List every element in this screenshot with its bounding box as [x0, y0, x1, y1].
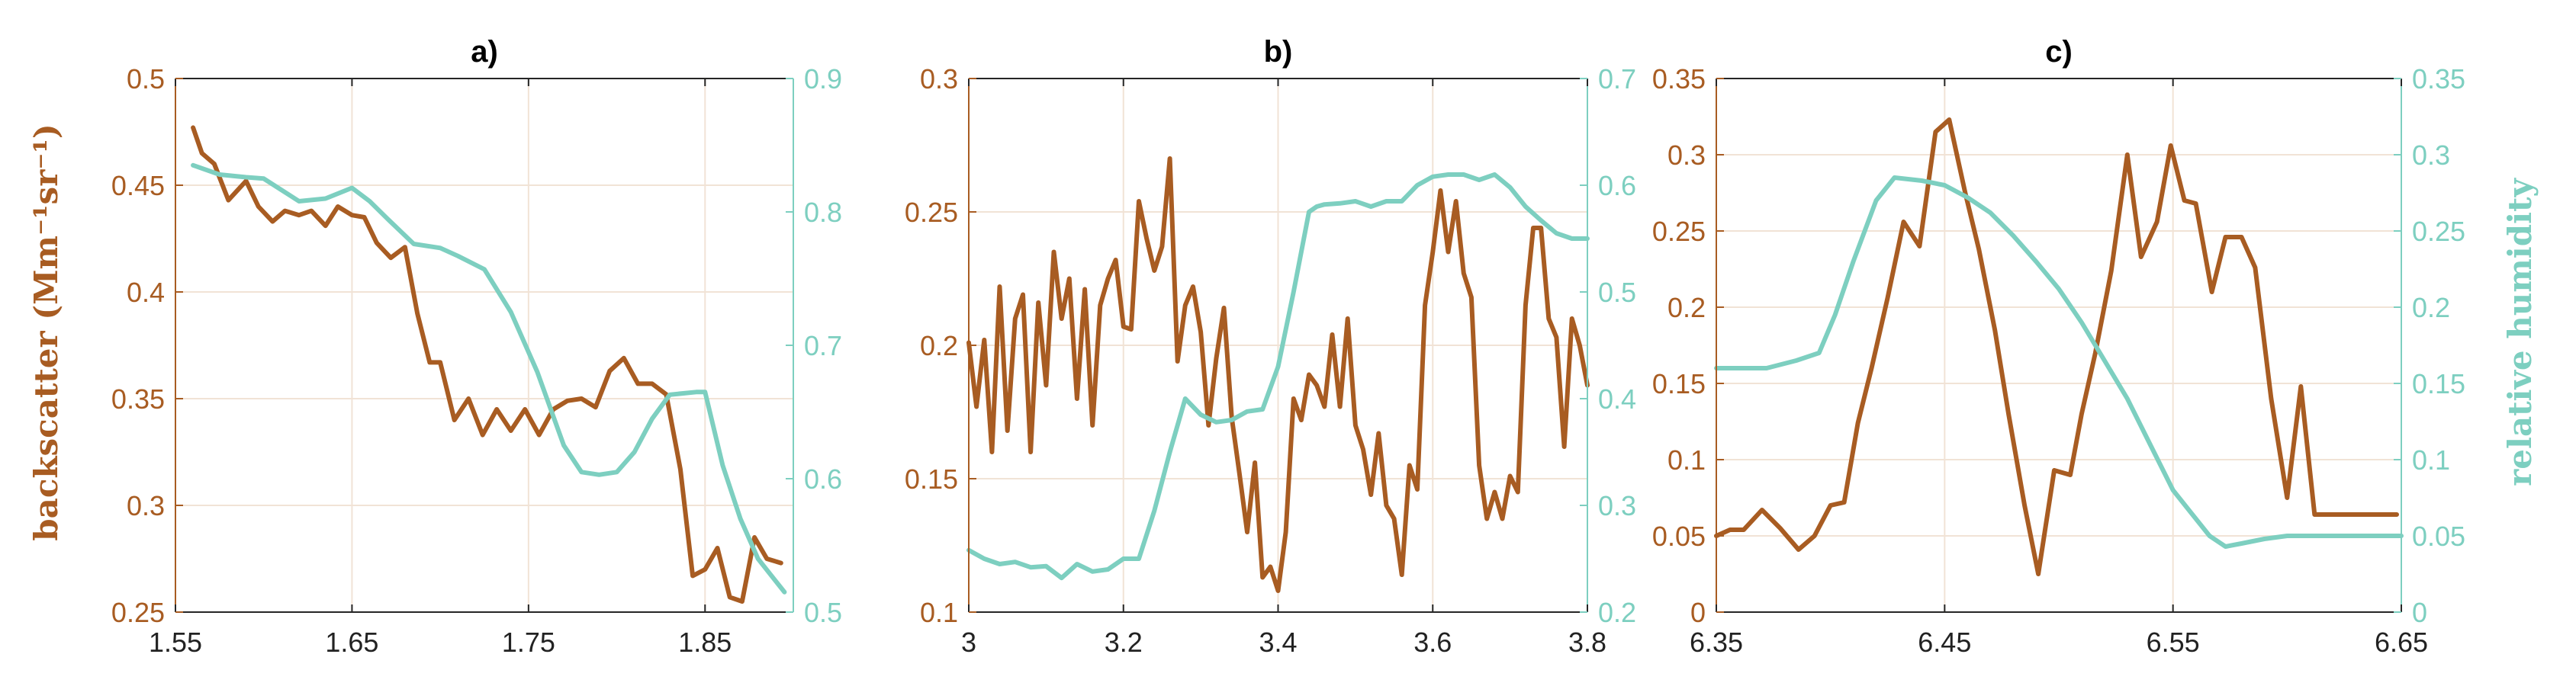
panel-c: 6.35 6.45 6.55 6.6500.050.10.150.20.250.30.… [1652, 35, 2465, 658]
y-tick-label-left: 0 [1690, 597, 1706, 628]
y-tick-label-right: 0.6 [804, 463, 842, 495]
y-tick-label-right: 0 [2412, 597, 2427, 628]
x-tick-label: 3.4 [1259, 627, 1297, 658]
x-tick-label: 1.55 [149, 627, 202, 658]
x-tick-label: 6.55 [2147, 627, 2200, 658]
ylabel-relative-humidity: relative humidity [2501, 178, 2539, 486]
grid [969, 79, 1587, 612]
y-tick-label-left: 0.25 [111, 597, 165, 628]
y-tick-label-right: 0.35 [2412, 63, 2465, 95]
y-tick-label-left: 0.2 [1667, 292, 1706, 323]
y-tick-label-left: 0.35 [111, 383, 165, 415]
humidity-line [966, 172, 1590, 581]
y-tick-label-left: 0.5 [127, 63, 165, 95]
y-tick-label-left: 0.35 [1652, 63, 1706, 95]
y-tick-label-right: 0.25 [2412, 216, 2465, 247]
backscatter-line [191, 125, 783, 604]
x-tick-label: 3 [961, 627, 976, 658]
panel-b: 3 3.2 3.4 3.6 3.8 0.1 0.15 0.2 0.25 0.3 0.2 0.3 0.4 0… [905, 35, 1636, 658]
y-tick-label-right: 0.3 [2412, 139, 2450, 171]
y-tick-label-left: 0.25 [905, 197, 958, 228]
panel-title: a) [471, 35, 498, 69]
y-tick-label-left: 0.3 [1667, 139, 1706, 171]
y-tick-label-right: 0.9 [804, 63, 842, 95]
x-tick-label: 6.45 [1918, 627, 1971, 658]
x-tick-label: 6.35 [1690, 627, 1743, 658]
grid [1716, 79, 2401, 612]
humidity-line [1714, 175, 2404, 549]
y-tick-label-right: 0.6 [1598, 170, 1636, 201]
y-tick-label-right: 0.8 [804, 197, 842, 228]
y-tick-label-left: 0.1 [920, 597, 958, 628]
x-tick-label: 3.6 [1413, 627, 1452, 658]
y-tick-label-right: 0.1 [2412, 444, 2450, 476]
y-tick-label-left: 0.05 [1652, 521, 1706, 552]
y-tick-label-right: 0.2 [1598, 597, 1636, 628]
y-tick-label-right: 0.4 [1598, 383, 1636, 415]
y-tick-label-left: 0.1 [1667, 444, 1706, 476]
y-tick-label-right: 0.15 [2412, 368, 2465, 399]
x-tick-label: 6.65 [2375, 627, 2428, 658]
y-tick-label-left: 0.45 [111, 170, 165, 201]
y-tick-label-left: 0.15 [905, 463, 958, 495]
panel-title: b) [1264, 35, 1293, 69]
x-tick-label: 3.2 [1105, 627, 1143, 658]
y-tick-label-left: 0.3 [127, 490, 165, 521]
y-tick-label-left: 0.2 [920, 330, 958, 361]
panel-title: c) [2045, 35, 2073, 69]
y-tick-label-right: 0.5 [804, 597, 842, 628]
x-tick-label: 1.65 [325, 627, 378, 658]
y-tick-label-right: 0.7 [804, 330, 842, 361]
ylabel-backscatter: backscatter (Mm⁻¹sr⁻¹) [27, 123, 65, 541]
y-tick-label-left: 0.15 [1652, 368, 1706, 399]
y-tick-label-left: 0.25 [1652, 216, 1706, 247]
backscatter-line [1714, 117, 2399, 576]
grid [175, 79, 793, 612]
x-tick-label: 3.8 [1568, 627, 1606, 658]
y-tick-label-left: 0.3 [920, 63, 958, 95]
panel-a: 1.55 1.65 1.75 1.85 0.25 0.3 0.35 0.4 0.45 0.5 0.5… [111, 35, 842, 658]
y-tick-label-right: 0.05 [2412, 521, 2465, 552]
y-tick-label-right: 0.3 [1598, 490, 1636, 521]
y-tick-label-right: 0.2 [2412, 292, 2450, 323]
y-tick-label-left: 0.4 [127, 277, 165, 308]
humidity-line [191, 162, 787, 595]
y-tick-label-right: 0.7 [1598, 63, 1636, 95]
x-tick-label: 1.85 [678, 627, 732, 658]
y-tick-label-right: 0.5 [1598, 277, 1636, 308]
backscatter-line [966, 156, 1590, 593]
x-tick-label: 1.75 [502, 627, 555, 658]
